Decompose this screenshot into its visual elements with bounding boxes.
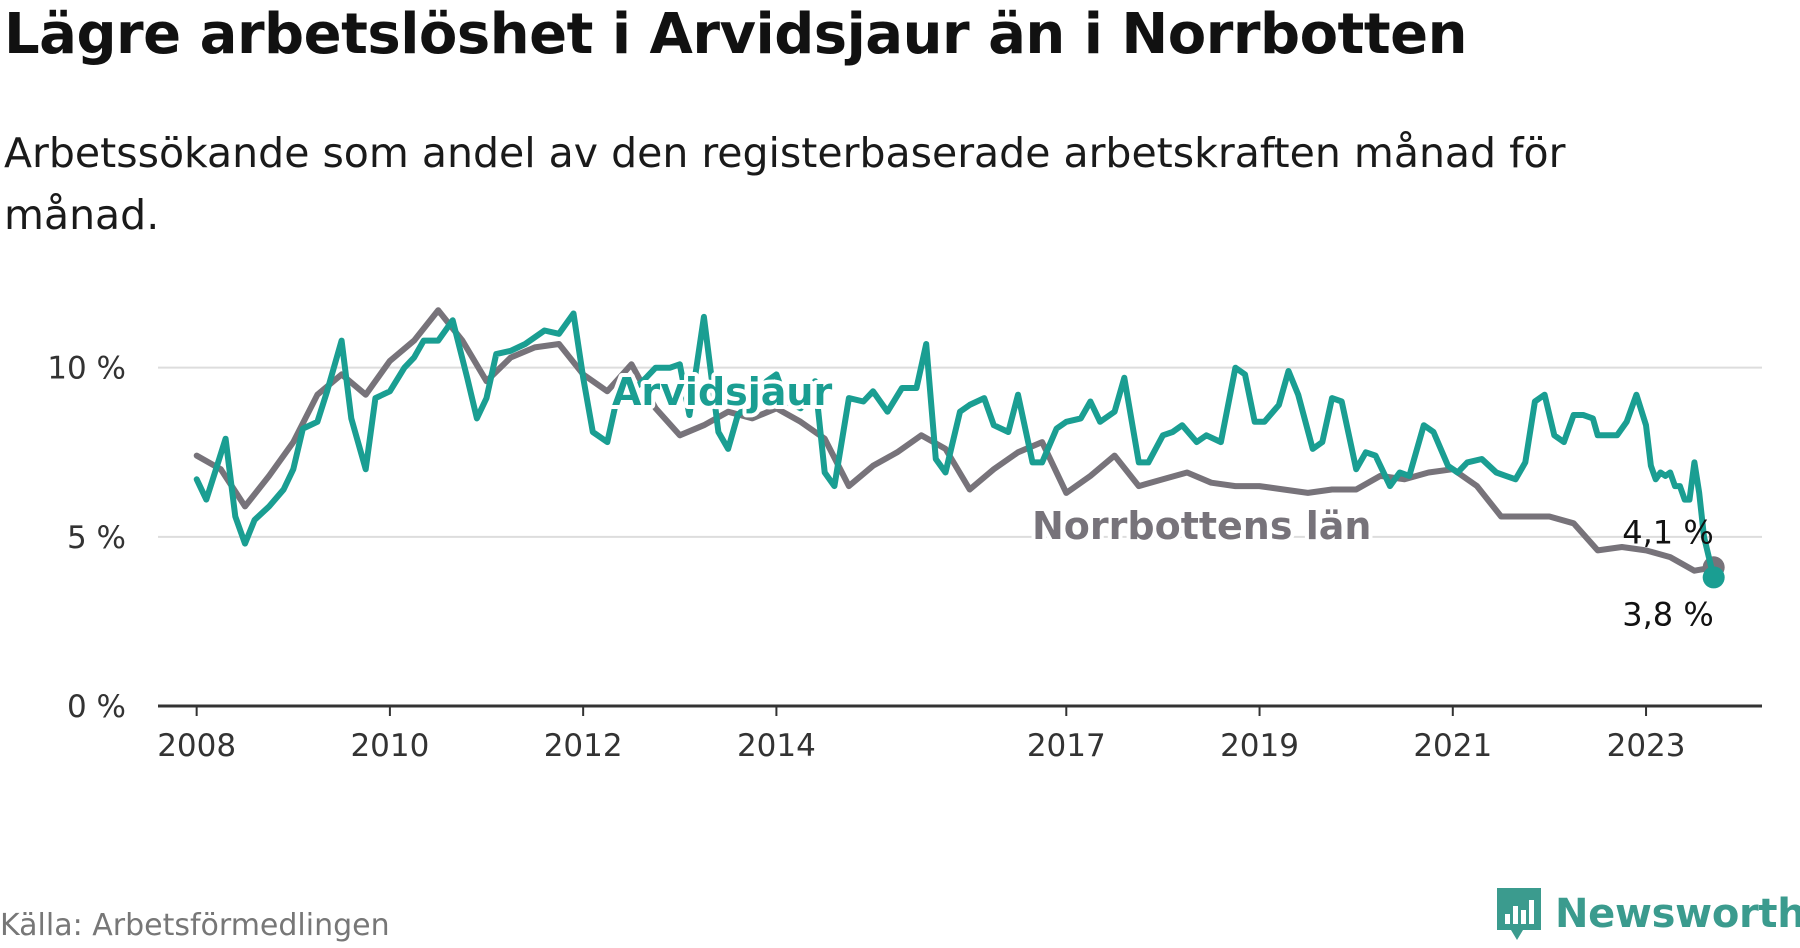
x-tick-label-6: 2021 <box>1413 728 1492 764</box>
newsworthy-logo: Newsworthy <box>1495 886 1800 942</box>
newsworthy-logo-icon <box>1497 888 1541 940</box>
x-tick-label-7: 2023 <box>1607 728 1686 764</box>
x-tick-label-4: 2017 <box>1027 728 1106 764</box>
chart-subtitle: Arbetssökande som andel av den registerb… <box>4 129 1566 239</box>
series-label-arvidsjaur: Arvidsjaur <box>612 370 832 414</box>
x-tick-label-0: 2008 <box>157 728 236 764</box>
x-tick-label-3: 2014 <box>737 728 816 764</box>
x-tick-label-5: 2019 <box>1220 728 1299 764</box>
series-label-norrbotten: Norrbottens län <box>1032 504 1371 548</box>
end-label-norrbotten: 4,1 % <box>1622 513 1713 551</box>
end-label-arvidsjaur: 3,8 % <box>1622 595 1713 633</box>
chart-title: Lägre arbetslöshet i Arvidsjaur än i Nor… <box>4 2 1467 67</box>
x-tick-label-1: 2010 <box>350 728 429 764</box>
x-tick-label-2: 2012 <box>544 728 623 764</box>
brand-name: Newsworthy <box>1555 891 1800 937</box>
y-tick-label-2: 10 % <box>47 351 126 387</box>
y-tick-label-1: 5 % <box>67 520 126 556</box>
series-line-arvidsjaur <box>193 310 1717 581</box>
source-note: Källa: Arbetsförmedlingen <box>0 908 390 943</box>
y-tick-label-0: 0 % <box>67 689 126 725</box>
end-point-arvidsjaur <box>1702 566 1725 589</box>
